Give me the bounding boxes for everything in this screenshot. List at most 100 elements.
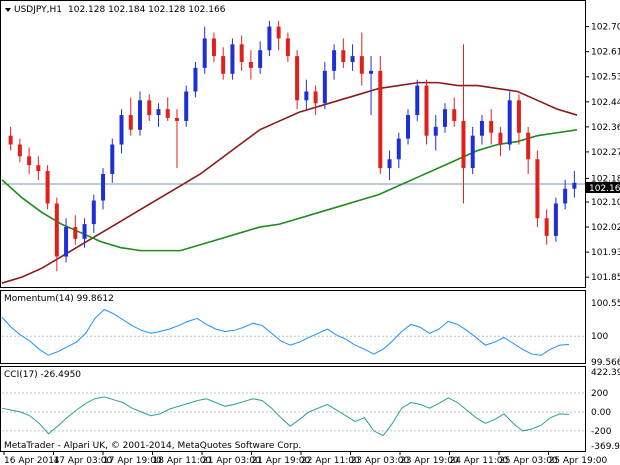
candle-body[interactable] (396, 138, 401, 160)
candle-body[interactable] (36, 165, 41, 172)
candle-body[interactable] (415, 85, 420, 116)
price-tick-label: 101.850 (591, 273, 620, 283)
candle-body[interactable] (91, 200, 96, 225)
time-tick-label: 23 Apr 03:00 (351, 456, 410, 465)
candle-body[interactable] (516, 100, 521, 133)
candle-body[interactable] (258, 50, 263, 68)
candle-body[interactable] (544, 218, 549, 236)
price-tick-label: 102.445 (591, 98, 620, 108)
candle-body[interactable] (156, 109, 161, 116)
candle-body[interactable] (498, 132, 503, 145)
momentum-panel-frame (0, 290, 586, 364)
price-tick-label: 102.615 (591, 48, 620, 58)
candle-body[interactable] (479, 120, 484, 136)
chart-ohlc-header: 102.128 102.184 102.128 102.166 (68, 5, 226, 15)
candle-body[interactable] (433, 126, 438, 136)
candle-body[interactable] (341, 50, 346, 62)
candle-body[interactable] (563, 188, 568, 204)
candle-body[interactable] (45, 171, 50, 204)
cci-line (1, 396, 570, 437)
cci-axis-label: 422.3953 (591, 368, 620, 378)
candle-body[interactable] (73, 227, 78, 239)
candle-body[interactable] (27, 156, 32, 166)
candle-body[interactable] (572, 182, 577, 189)
time-tick-label: 24 Apr 11:00 (450, 456, 509, 465)
cci-panel-frame (0, 366, 586, 452)
moving-averages (1, 81, 578, 284)
candle-body[interactable] (387, 159, 392, 169)
candle-body[interactable] (369, 70, 374, 74)
candle-body[interactable] (553, 203, 558, 236)
candle-body[interactable] (350, 56, 355, 62)
candle-body[interactable] (295, 56, 300, 101)
candle-body[interactable] (174, 118, 179, 121)
candle-body[interactable] (248, 62, 253, 68)
cci-axis-label: -200 (591, 427, 612, 437)
candle-body[interactable] (202, 38, 207, 68)
cci-axis-label: 0.00 (591, 408, 611, 418)
candle-body[interactable] (507, 100, 512, 145)
candle-body[interactable] (82, 224, 87, 239)
candle-body[interactable] (359, 56, 364, 74)
candle-body[interactable] (285, 38, 290, 57)
candle-body[interactable] (526, 132, 531, 160)
candle-body[interactable] (452, 109, 457, 121)
cci-indicator: 422.3953 200 0.00 -200 -369.9677 (1, 368, 620, 452)
candle-body[interactable] (119, 115, 124, 145)
candle-body[interactable] (165, 109, 170, 118)
candle-body[interactable] (304, 91, 309, 101)
candle-body[interactable] (470, 135, 475, 169)
candle-body[interactable] (17, 144, 22, 157)
candle-body[interactable] (332, 50, 337, 71)
candle-body[interactable] (110, 144, 115, 174)
price-tick-label: 102.530 (591, 73, 620, 83)
candle-body[interactable] (147, 100, 152, 116)
cci-axis-label: -369.9677 (591, 442, 620, 452)
momentum-axis-label: 100.5598 (591, 299, 620, 309)
momentum-indicator: 100.5598 100 99.5663 (1, 299, 620, 368)
candle-body[interactable] (54, 203, 59, 257)
candle-body[interactable] (424, 85, 429, 136)
candle-body[interactable] (211, 38, 216, 57)
candle-body[interactable] (442, 109, 447, 127)
time-tick-label: 21 Apr 03:00 (202, 456, 261, 465)
candle-body[interactable] (184, 91, 189, 121)
time-tick-label: 22 Apr 11:00 (301, 456, 360, 465)
candle-body[interactable] (128, 115, 133, 130)
candle-body[interactable] (461, 120, 466, 169)
price-tick-label: 102.360 (591, 123, 620, 133)
candle-body[interactable] (64, 227, 69, 257)
candle-body[interactable] (8, 135, 13, 145)
candle-body[interactable] (313, 91, 318, 104)
cci-axis-label: 200 (591, 389, 608, 399)
candle-body[interactable] (378, 70, 383, 169)
current-price-box (586, 182, 620, 193)
price-tick-label: 102.185 (591, 174, 620, 184)
candle-body[interactable] (276, 26, 281, 39)
symbol-dropdown-icon[interactable] (5, 8, 11, 12)
candle-body[interactable] (322, 70, 327, 104)
momentum-axis-label: 99.5663 (591, 358, 620, 368)
candle-body[interactable] (535, 159, 540, 219)
momentum-indicator-title: Momentum(14) 99.8612 (4, 294, 114, 304)
moving-average-dark-red-line (1, 81, 578, 284)
candle-body[interactable] (193, 67, 198, 92)
candle-body[interactable] (138, 100, 143, 130)
momentum-line (1, 308, 570, 356)
candle-body[interactable] (406, 115, 411, 139)
candle-body[interactable] (221, 56, 226, 74)
candlestick-series[interactable] (8, 20, 577, 272)
time-tick-label: 16 Apr 2014 (4, 456, 60, 465)
candle-body[interactable] (489, 120, 494, 133)
candle-body[interactable] (267, 26, 272, 51)
momentum-axis-label: 100 (591, 332, 608, 342)
time-tick-label: 25 Apr 19:00 (549, 456, 608, 465)
candle-body[interactable] (239, 44, 244, 62)
candle-body[interactable] (230, 44, 235, 74)
candle-body[interactable] (101, 174, 106, 201)
time-tick-label: 17 Apr 03:00 (54, 456, 113, 465)
price-tick-label: 102.020 (591, 223, 620, 233)
